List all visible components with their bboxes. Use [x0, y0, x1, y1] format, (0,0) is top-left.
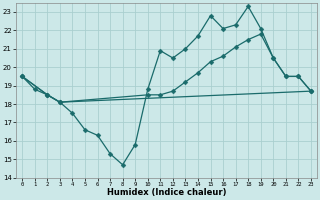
X-axis label: Humidex (Indice chaleur): Humidex (Indice chaleur): [107, 188, 226, 197]
